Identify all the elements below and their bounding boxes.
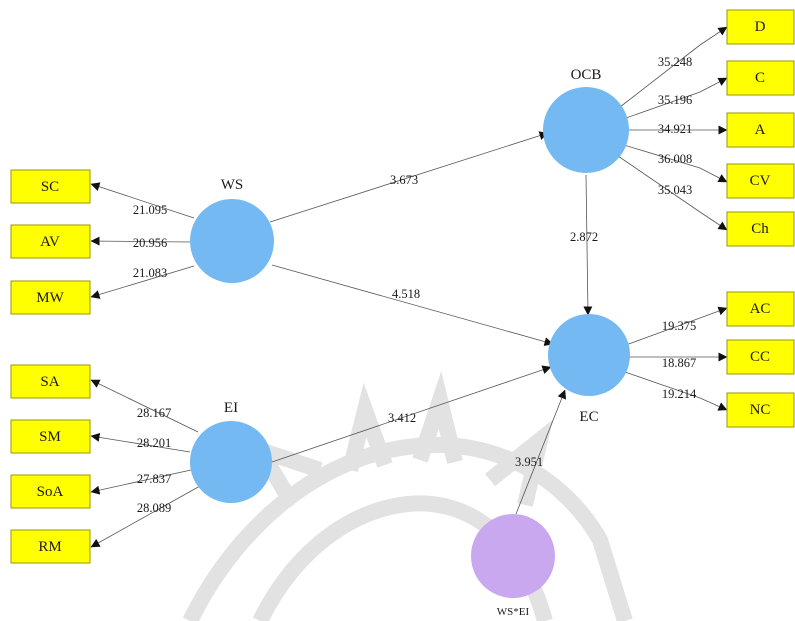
coef-ec-ac: 19.375 <box>662 319 696 333</box>
construct-ws[interactable]: WS <box>190 177 274 283</box>
indicator-sm[interactable]: SM <box>10 419 91 454</box>
construct-wsei[interactable]: WS*EI <box>471 514 555 618</box>
indicator-ch[interactable]: Ch <box>726 211 795 247</box>
construct-ec[interactable]: EC <box>548 314 630 425</box>
indicator-mw[interactable]: MW <box>10 280 91 315</box>
edge-ws-sc <box>90 182 195 219</box>
coef-ec-cc: 18.867 <box>662 356 696 370</box>
edge-ocb-ec <box>583 174 593 316</box>
coef-ocb-ec: 2.872 <box>570 230 598 244</box>
edge-ws-ocb <box>269 131 549 223</box>
coef-ocb-cv: 36.008 <box>658 152 692 166</box>
edge-ocb-d <box>619 26 728 108</box>
indicator-sa[interactable]: SA <box>10 364 91 399</box>
coef-wsei-ec: 3.951 <box>515 455 543 469</box>
svg-text:CC: CC <box>750 349 770 365</box>
edge-ei-rm <box>90 485 201 548</box>
coef-ocb-a: 34.921 <box>658 122 692 136</box>
indicator-av[interactable]: AV <box>10 224 91 259</box>
edge-ws-ec <box>271 264 554 347</box>
coefficients: 21.095 20.956 21.083 28.167 28.201 27.83… <box>133 55 697 515</box>
svg-text:SM: SM <box>39 429 61 445</box>
svg-text:CV: CV <box>750 173 771 189</box>
indicator-sc[interactable]: SC <box>10 169 91 204</box>
edge-ei-ec <box>271 365 552 463</box>
edge-ocb-c <box>625 77 728 119</box>
edge-ws-av <box>90 236 191 246</box>
indicator-a[interactable]: A <box>726 112 795 148</box>
indicators: SC AV MW SA SM SoA RM D <box>10 9 795 564</box>
coef-ei-soa: 27.837 <box>137 472 171 486</box>
coef-ei-rm: 28.089 <box>137 501 171 515</box>
edge-ei-sm <box>90 432 191 453</box>
coef-ei-sm: 28.201 <box>137 436 171 450</box>
edge-ocb-cv <box>623 144 728 183</box>
construct-ei[interactable]: EI <box>190 400 272 503</box>
edge-ei-sa <box>90 379 199 433</box>
indicator-cv[interactable]: CV <box>726 163 795 199</box>
svg-text:EC: EC <box>579 409 598 425</box>
indicator-nc[interactable]: NC <box>726 392 795 428</box>
svg-text:SC: SC <box>41 179 59 195</box>
coef-ws-mw: 21.083 <box>133 266 167 280</box>
coef-ocb-ch: 35.043 <box>658 183 692 197</box>
coef-ei-ec: 3.412 <box>388 411 416 425</box>
indicator-soa[interactable]: SoA <box>10 474 91 509</box>
edge-wsei-ec <box>515 389 567 515</box>
svg-text:WS*EI: WS*EI <box>497 606 530 618</box>
coef-ec-nc: 19.214 <box>662 387 697 401</box>
svg-text:SoA: SoA <box>37 484 64 500</box>
construct-ocb[interactable]: OCB <box>543 67 629 173</box>
indicator-d[interactable]: D <box>726 9 795 45</box>
indicator-ac[interactable]: AC <box>726 291 795 327</box>
coef-ws-av: 20.956 <box>133 236 167 250</box>
edge-ws-mw <box>90 265 195 299</box>
edge-ocb-ch <box>617 155 728 231</box>
edge-ei-soa <box>90 469 192 495</box>
coef-ws-sc: 21.095 <box>133 203 167 217</box>
coef-ws-ocb: 3.673 <box>390 173 418 187</box>
svg-text:EI: EI <box>224 400 238 416</box>
svg-text:NC: NC <box>750 402 771 418</box>
svg-text:RM: RM <box>38 539 61 555</box>
svg-text:D: D <box>755 19 766 35</box>
indicator-c[interactable]: C <box>726 60 795 96</box>
constructs: WS EI OCB EC WS*EI <box>190 67 630 618</box>
coef-ocb-c: 35.196 <box>658 93 692 107</box>
edges <box>90 26 728 548</box>
svg-text:AC: AC <box>750 301 771 317</box>
indicator-rm[interactable]: RM <box>10 529 91 564</box>
svg-text:A: A <box>755 122 766 138</box>
svg-text:AV: AV <box>40 234 60 250</box>
indicator-cc[interactable]: CC <box>726 339 795 375</box>
svg-text:Ch: Ch <box>751 221 769 237</box>
svg-text:SA: SA <box>40 374 59 390</box>
edge-ec-nc <box>624 371 728 411</box>
coef-ws-ec: 4.518 <box>392 287 420 301</box>
svg-text:MW: MW <box>36 290 64 306</box>
svg-text:WS: WS <box>221 177 244 193</box>
coef-ocb-d: 35.248 <box>658 55 692 69</box>
svg-text:C: C <box>755 70 765 86</box>
svg-text:OCB: OCB <box>571 67 602 83</box>
edge-ec-ac <box>625 306 728 346</box>
coef-ei-sa: 28.167 <box>137 406 171 420</box>
